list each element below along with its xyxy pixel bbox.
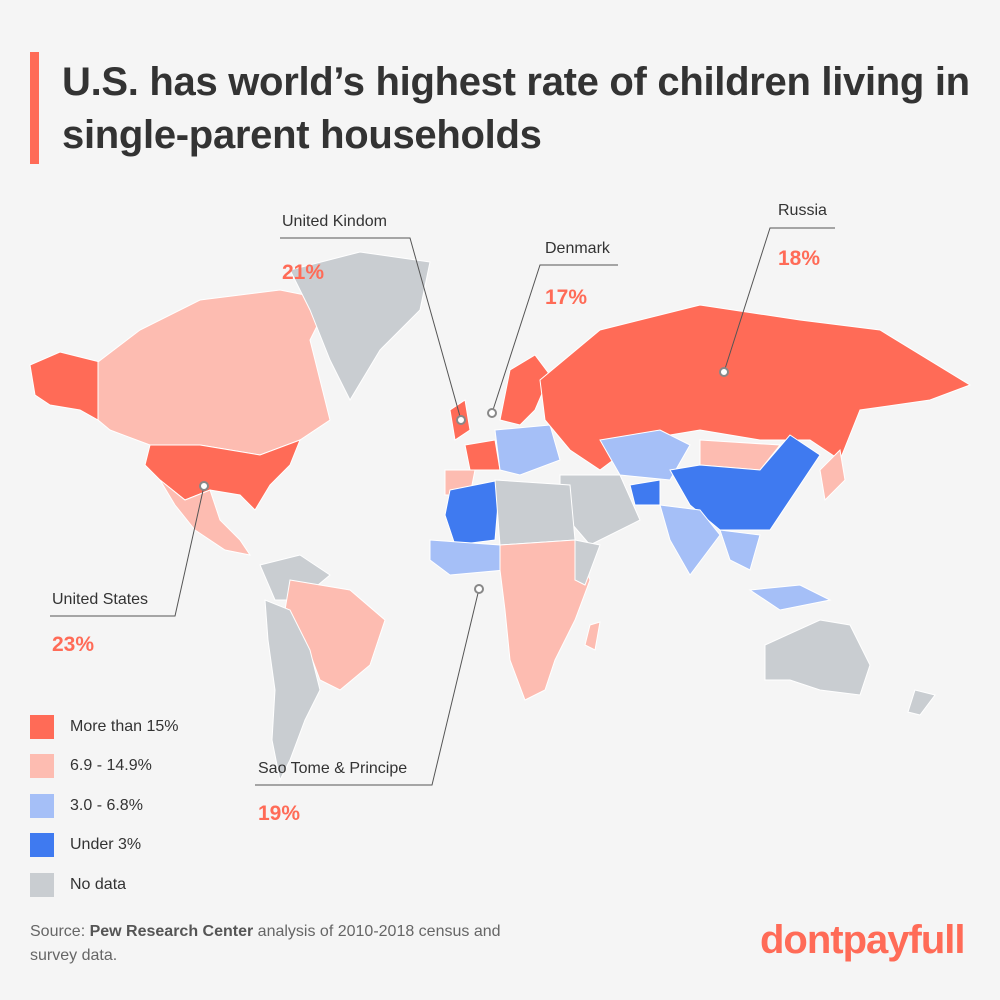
- legend: More than 15% 6.9 - 14.9% 3.0 - 6.8% Und…: [30, 707, 179, 905]
- callout-line-sao-tome: [255, 588, 480, 786]
- callout-value-russia: 18%: [778, 247, 821, 270]
- legend-label: 6.9 - 14.9%: [70, 757, 152, 775]
- legend-item: 6.9 - 14.9%: [30, 747, 179, 787]
- region-mexico: [159, 479, 252, 556]
- region-usa: [144, 439, 301, 511]
- region-south-america-south: [264, 599, 321, 782]
- marker-denmark: [487, 408, 497, 418]
- marker-russia: [719, 367, 729, 377]
- page-title: U.S. has world’s highest rate of childre…: [62, 60, 970, 157]
- region-sahara: [494, 479, 576, 546]
- region-southeast-asia: [719, 529, 832, 611]
- callout-value-sao-tome: 19%: [258, 802, 301, 825]
- legend-label: 3.0 - 6.8%: [70, 796, 143, 814]
- callout-label-sao-tome: Sao Tome & Principe: [258, 760, 408, 777]
- legend-swatch: [30, 793, 54, 818]
- callout-value-us: 23%: [52, 633, 95, 656]
- region-central-asia: [599, 429, 691, 481]
- legend-swatch: [30, 872, 54, 897]
- legend-item: No data: [30, 865, 179, 905]
- callout-label-denmark: Denmark: [545, 240, 610, 257]
- legend-item: More than 15%: [30, 707, 179, 747]
- callout-line-denmark: [491, 264, 618, 414]
- legend-swatch: [30, 833, 54, 858]
- callout-value-denmark: 17%: [545, 286, 588, 309]
- region-france: [464, 439, 501, 471]
- region-west-africa: [429, 539, 506, 576]
- region-greenland: [289, 251, 431, 402]
- legend-swatch: [30, 754, 54, 779]
- region-afghanistan: [629, 479, 661, 506]
- legend-label: Under 3%: [70, 836, 142, 854]
- legend-label: More than 15%: [70, 717, 179, 735]
- legend-label: No data: [70, 875, 127, 893]
- region-horn-africa: [574, 539, 601, 586]
- region-alaska: [29, 351, 101, 421]
- marker-uk: [456, 415, 466, 425]
- callout-label-russia: Russia: [778, 202, 827, 219]
- marker-sao-tome: [474, 584, 484, 594]
- source-org: Pew Research Center: [89, 923, 254, 940]
- source-note: Source: Pew Research Center analysis of …: [30, 920, 550, 968]
- callout-label-uk: United Kindom: [282, 213, 387, 230]
- callout-line-uk: [280, 237, 462, 421]
- title-accent-bar: [30, 52, 39, 164]
- region-australia: [764, 619, 871, 696]
- marker-us: [199, 481, 209, 491]
- region-madagascar: [584, 621, 601, 651]
- legend-item: Under 3%: [30, 826, 179, 866]
- region-india: [659, 504, 721, 576]
- callout-line-russia: [723, 227, 835, 373]
- source-rest: analysis of 2010-2018 census and survey …: [30, 923, 501, 964]
- legend-swatch: [30, 714, 54, 739]
- region-north-africa: [444, 479, 501, 546]
- legend-item: 3.0 - 6.8%: [30, 786, 179, 826]
- callout-value-uk: 21%: [282, 261, 325, 284]
- source-prefix: Source:: [30, 923, 90, 940]
- region-canada: [97, 289, 331, 456]
- callout-label-us: United States: [52, 591, 149, 608]
- region-new-zealand: [907, 689, 936, 716]
- region-japan: [819, 448, 846, 502]
- callout-line-us: [50, 485, 205, 617]
- region-central-europe: [494, 424, 561, 476]
- brand-logo: dontpayfull: [760, 918, 966, 962]
